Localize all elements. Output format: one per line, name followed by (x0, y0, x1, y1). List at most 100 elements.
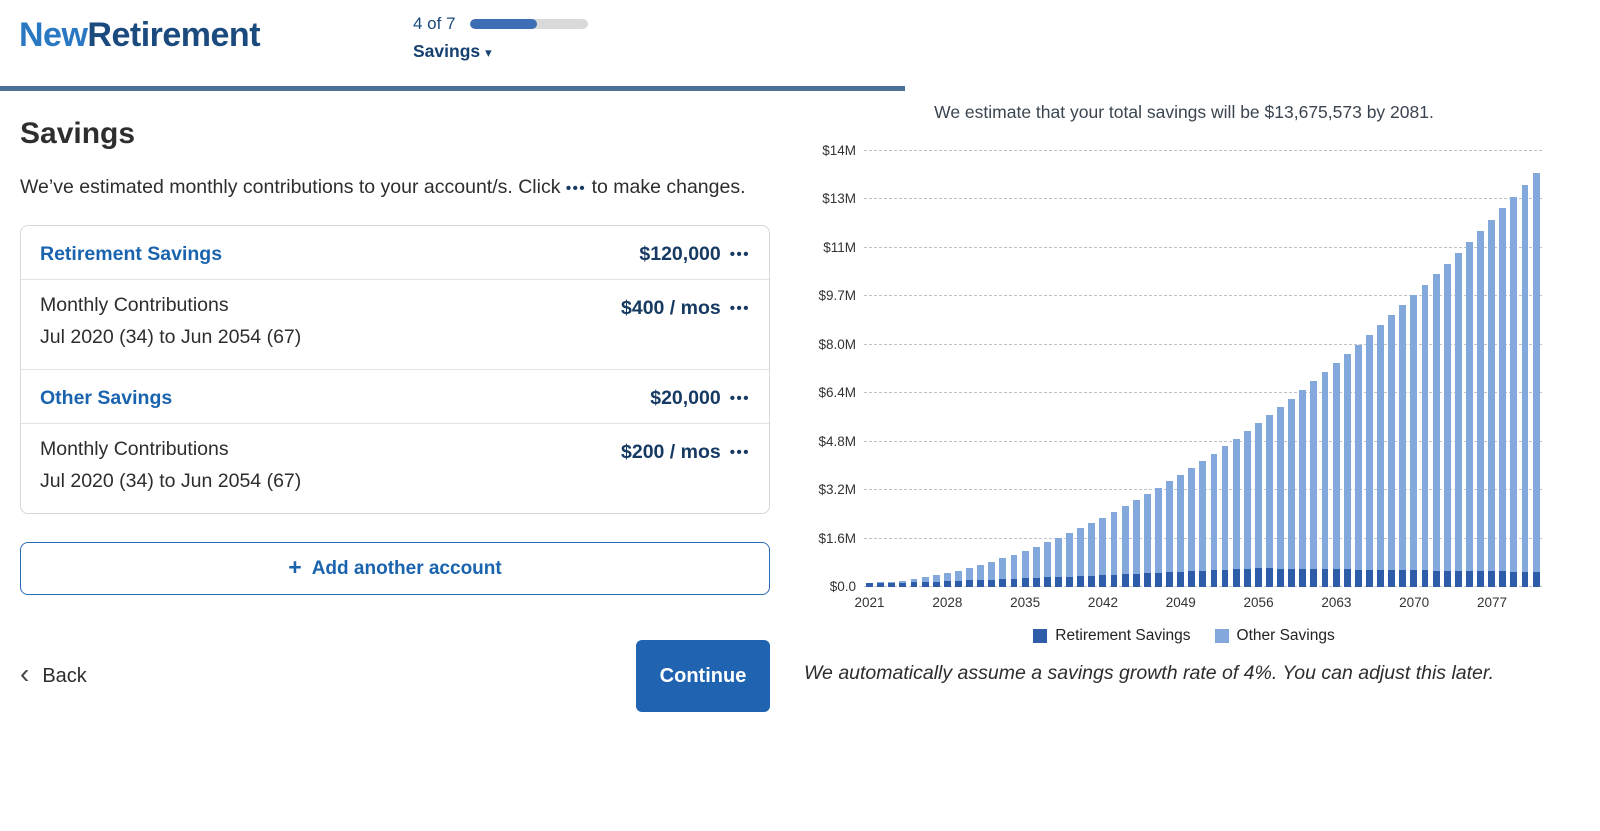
bar-2051[interactable] (1197, 151, 1208, 587)
bar-2042[interactable] (1097, 151, 1108, 587)
bar-2056[interactable] (1253, 151, 1264, 587)
bar-2038[interactable] (1053, 151, 1064, 587)
more-options-icon[interactable]: ••• (729, 300, 750, 318)
bar-segment-other-savings (1143, 494, 1151, 574)
x-tick-label: 2077 (1476, 595, 1507, 610)
bar-segment-other-savings (1354, 344, 1362, 570)
continue-button[interactable]: Continue (636, 640, 770, 713)
bar-segment-retirement-savings (1521, 571, 1529, 587)
savings-chart: $14M $13M $11M $9.7M $8.0M $6.4M $4.8M $3.2M $1.… (804, 125, 1564, 627)
contribution-value: $400 / mos (621, 297, 721, 320)
bar-2063[interactable] (1331, 151, 1342, 587)
bar-2066[interactable] (1364, 151, 1375, 587)
bar-2037[interactable] (1042, 151, 1053, 587)
bar-2062[interactable] (1319, 151, 1330, 587)
bar-2061[interactable] (1308, 151, 1319, 587)
bar-2078[interactable] (1497, 151, 1508, 587)
bar-2035[interactable] (1020, 151, 1031, 587)
bar-2024[interactable] (897, 151, 908, 587)
bar-2073[interactable] (1442, 151, 1453, 587)
bar-2060[interactable] (1297, 151, 1308, 587)
bar-segment-other-savings (943, 573, 951, 582)
progress-bar-fill (469, 19, 537, 29)
bar-segment-other-savings (1299, 389, 1307, 569)
bar-segment-other-savings (1254, 423, 1262, 569)
bar-2044[interactable] (1120, 151, 1131, 587)
bar-2040[interactable] (1075, 151, 1086, 587)
more-options-icon[interactable]: ••• (729, 246, 750, 264)
bar-segment-other-savings (1199, 460, 1207, 571)
bar-segment-other-savings (932, 575, 940, 582)
bar-2041[interactable] (1086, 151, 1097, 587)
contribution-row-retirement-savings: Monthly Contributions Jul 2020 (34) to J… (21, 280, 769, 371)
bar-2028[interactable] (942, 151, 953, 587)
bar-segment-other-savings (1288, 398, 1296, 569)
bar-2075[interactable] (1464, 151, 1475, 587)
bar-2036[interactable] (1031, 151, 1042, 587)
bar-2059[interactable] (1286, 151, 1297, 587)
bar-2054[interactable] (1231, 151, 1242, 587)
bar-2034[interactable] (1008, 151, 1019, 587)
bar-2049[interactable] (1175, 151, 1186, 587)
bar-2081[interactable] (1531, 151, 1542, 587)
section-dropdown[interactable]: Savings ▾ (413, 41, 588, 62)
more-options-icon[interactable]: ••• (729, 444, 750, 462)
bar-2043[interactable] (1108, 151, 1119, 587)
bar-2079[interactable] (1508, 151, 1519, 587)
bar-2033[interactable] (997, 151, 1008, 587)
bar-2077[interactable] (1486, 151, 1497, 587)
bar-segment-retirement-savings (1288, 568, 1296, 587)
bar-2025[interactable] (908, 151, 919, 587)
bar-2080[interactable] (1519, 151, 1530, 587)
contribution-value: $200 / mos (621, 441, 721, 464)
bar-2030[interactable] (964, 151, 975, 587)
bar-2052[interactable] (1208, 151, 1219, 587)
bar-2023[interactable] (886, 151, 897, 587)
bar-2055[interactable] (1242, 151, 1253, 587)
bar-2064[interactable] (1342, 151, 1353, 587)
bar-segment-retirement-savings (1421, 570, 1429, 587)
bar-2039[interactable] (1064, 151, 1075, 587)
bar-2053[interactable] (1220, 151, 1231, 587)
add-account-button[interactable]: + Add another account (20, 542, 770, 596)
bar-2032[interactable] (986, 151, 997, 587)
bar-2046[interactable] (1142, 151, 1153, 587)
bar-2021[interactable] (864, 151, 875, 587)
bar-segment-retirement-savings (1321, 569, 1329, 587)
bar-2050[interactable] (1186, 151, 1197, 587)
bar-2045[interactable] (1131, 151, 1142, 587)
bar-2022[interactable] (875, 151, 886, 587)
bar-2048[interactable] (1164, 151, 1175, 587)
bar-2047[interactable] (1153, 151, 1164, 587)
bar-2057[interactable] (1264, 151, 1275, 587)
bar-segment-other-savings (1332, 363, 1340, 570)
bar-2068[interactable] (1386, 151, 1397, 587)
bar-2070[interactable] (1408, 151, 1419, 587)
bar-2071[interactable] (1419, 151, 1430, 587)
bar-segment-retirement-savings (888, 582, 896, 587)
bar-2029[interactable] (953, 151, 964, 587)
bar-2072[interactable] (1431, 151, 1442, 587)
account-name-link[interactable]: Retirement Savings (40, 243, 223, 266)
account-value: $20,000 (650, 387, 721, 410)
bar-segment-other-savings (1021, 550, 1029, 579)
x-axis-labels: 2021 2028 2035 2042 2049 2056 2063 2070 2077 (855, 587, 1542, 617)
progress-block: 4 of 7 Savings ▾ (413, 14, 588, 62)
bar-2027[interactable] (931, 151, 942, 587)
bar-2026[interactable] (920, 151, 931, 587)
bar-2031[interactable] (975, 151, 986, 587)
bar-2065[interactable] (1353, 151, 1364, 587)
bar-2074[interactable] (1453, 151, 1464, 587)
bar-2076[interactable] (1475, 151, 1486, 587)
bar-2058[interactable] (1275, 151, 1286, 587)
bar-segment-other-savings (1310, 381, 1318, 569)
more-options-icon[interactable]: ••• (729, 390, 750, 408)
bar-2067[interactable] (1375, 151, 1386, 587)
bar-2069[interactable] (1397, 151, 1408, 587)
y-tick-label: $13M (806, 191, 856, 207)
bar-segment-other-savings (1132, 500, 1140, 574)
account-name-link[interactable]: Other Savings (40, 387, 173, 410)
app-logo[interactable]: NewRetirement (19, 16, 261, 55)
back-button[interactable]: ‹ Back (20, 660, 87, 690)
bar-segment-other-savings (1210, 453, 1218, 571)
